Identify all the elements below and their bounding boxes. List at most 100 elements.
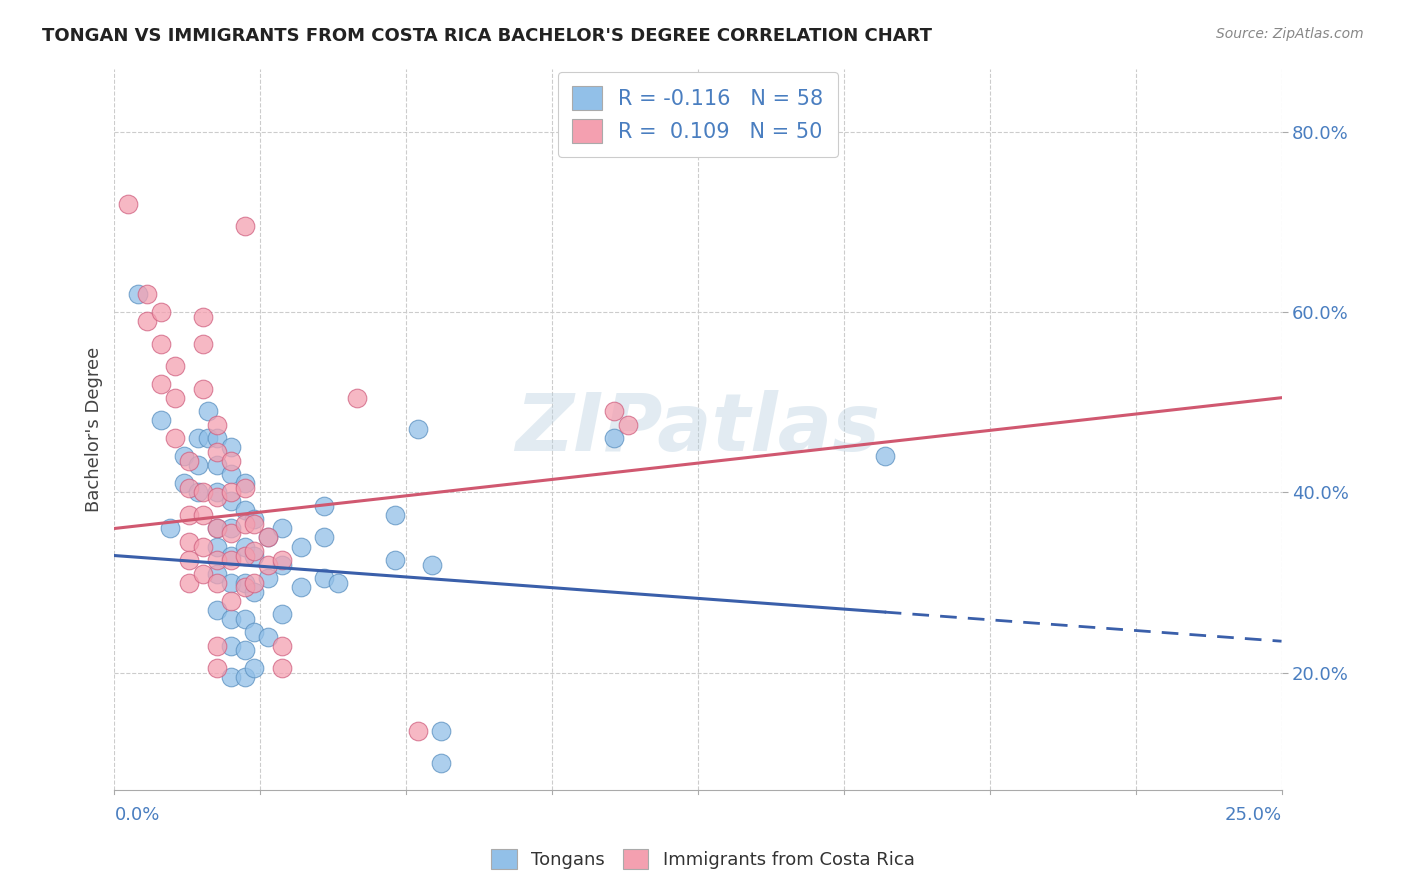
Point xyxy=(219,593,242,607)
Point xyxy=(205,521,228,535)
Point xyxy=(603,431,626,445)
Point xyxy=(219,440,242,454)
Point xyxy=(205,445,228,459)
Text: TONGAN VS IMMIGRANTS FROM COSTA RICA BACHELOR'S DEGREE CORRELATION CHART: TONGAN VS IMMIGRANTS FROM COSTA RICA BAC… xyxy=(42,27,932,45)
Point xyxy=(233,516,256,531)
Point xyxy=(314,571,336,585)
Point xyxy=(205,431,228,445)
Point xyxy=(219,612,242,626)
Point xyxy=(243,516,266,531)
Point xyxy=(271,661,294,675)
Point xyxy=(873,450,896,464)
Point xyxy=(205,521,228,535)
Point xyxy=(271,639,294,653)
Point xyxy=(197,404,219,418)
Point xyxy=(233,503,256,517)
Point xyxy=(257,571,280,585)
Point xyxy=(271,553,294,567)
Point xyxy=(219,485,242,500)
Point xyxy=(617,417,640,432)
Point xyxy=(173,450,195,464)
Text: Source: ZipAtlas.com: Source: ZipAtlas.com xyxy=(1216,27,1364,41)
Point xyxy=(406,724,429,739)
Point xyxy=(243,661,266,675)
Point xyxy=(191,382,214,396)
Point xyxy=(328,575,350,590)
Point xyxy=(205,458,228,473)
Point xyxy=(243,584,266,599)
Point xyxy=(430,756,453,770)
Point xyxy=(159,521,181,535)
Point xyxy=(219,454,242,468)
Point xyxy=(219,521,242,535)
Point xyxy=(165,431,187,445)
Point xyxy=(430,724,453,739)
Point xyxy=(205,490,228,504)
Point xyxy=(187,458,209,473)
Point xyxy=(150,413,173,427)
Point xyxy=(384,553,406,567)
Point xyxy=(165,359,187,373)
Point xyxy=(177,454,200,468)
Point xyxy=(117,196,139,211)
Point xyxy=(243,575,266,590)
Point xyxy=(271,558,294,572)
Point xyxy=(233,575,256,590)
Point xyxy=(346,391,368,405)
Point xyxy=(219,639,242,653)
Point xyxy=(191,310,214,324)
Point xyxy=(205,417,228,432)
Point xyxy=(136,287,159,301)
Legend: Tongans, Immigrants from Costa Rica: Tongans, Immigrants from Costa Rica xyxy=(482,839,924,879)
Point xyxy=(150,305,173,319)
Point xyxy=(233,580,256,594)
Point xyxy=(177,508,200,522)
Point xyxy=(197,431,219,445)
Point xyxy=(205,540,228,554)
Point xyxy=(173,476,195,491)
Point xyxy=(233,476,256,491)
Point xyxy=(271,521,294,535)
Point xyxy=(233,540,256,554)
Point xyxy=(243,544,266,558)
Point xyxy=(177,535,200,549)
Point xyxy=(191,540,214,554)
Point xyxy=(233,219,256,234)
Point xyxy=(257,531,280,545)
Point xyxy=(243,512,266,526)
Y-axis label: Bachelor's Degree: Bachelor's Degree xyxy=(86,347,103,512)
Point xyxy=(290,580,312,594)
Point xyxy=(205,566,228,581)
Point xyxy=(257,558,280,572)
Point xyxy=(219,670,242,684)
Text: 0.0%: 0.0% xyxy=(114,806,160,824)
Point xyxy=(127,287,149,301)
Point xyxy=(233,481,256,495)
Point xyxy=(136,314,159,328)
Point xyxy=(314,531,336,545)
Point xyxy=(243,625,266,640)
Point xyxy=(165,391,187,405)
Point xyxy=(191,566,214,581)
Point xyxy=(233,670,256,684)
Point xyxy=(257,531,280,545)
Point xyxy=(290,540,312,554)
Point xyxy=(233,643,256,657)
Point xyxy=(314,499,336,513)
Point xyxy=(420,558,443,572)
Point xyxy=(191,508,214,522)
Point xyxy=(187,431,209,445)
Point xyxy=(219,494,242,508)
Point xyxy=(219,526,242,541)
Point xyxy=(219,467,242,482)
Point xyxy=(219,549,242,563)
Point xyxy=(191,485,214,500)
Point xyxy=(257,630,280,644)
Point xyxy=(205,639,228,653)
Point xyxy=(150,377,173,392)
Text: ZIPatlas: ZIPatlas xyxy=(516,391,880,468)
Legend: R = -0.116   N = 58, R =  0.109   N = 50: R = -0.116 N = 58, R = 0.109 N = 50 xyxy=(558,71,838,157)
Point xyxy=(233,612,256,626)
Point xyxy=(205,553,228,567)
Point xyxy=(243,549,266,563)
